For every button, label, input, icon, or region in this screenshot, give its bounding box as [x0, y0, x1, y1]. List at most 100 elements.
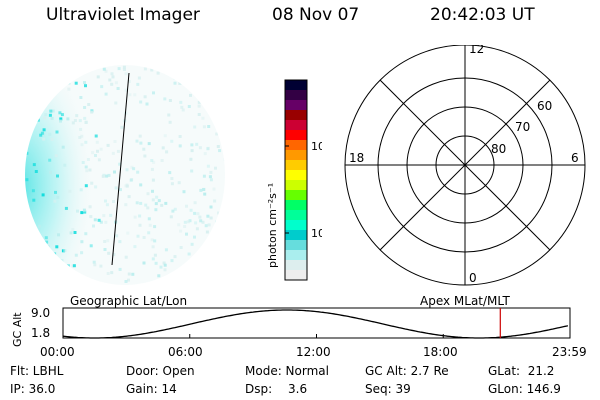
speckle: [154, 208, 158, 212]
speckle: [49, 84, 53, 88]
lat-label-70: 70: [515, 120, 530, 134]
speckle: [212, 187, 216, 191]
speckle: [179, 100, 183, 104]
colorbar-band: [285, 250, 307, 261]
speckle: [46, 99, 50, 103]
speckle: [221, 109, 225, 113]
speckle: [203, 152, 207, 156]
speckle: [29, 114, 33, 118]
speckle: [218, 260, 222, 263]
speckle: [80, 240, 84, 244]
speckle: [128, 93, 132, 97]
speckle: [27, 283, 31, 285]
speckle: [199, 219, 203, 223]
speckle: [99, 220, 103, 224]
speckle: [78, 136, 82, 139]
speckle: [96, 149, 99, 153]
speckle: [29, 263, 33, 266]
speckle: [207, 125, 211, 128]
speckle: [151, 257, 155, 261]
speckle: [132, 167, 136, 171]
speckle: [118, 240, 122, 244]
speckle: [63, 163, 67, 167]
speckle: [157, 199, 161, 203]
speckle: [124, 88, 128, 92]
orbit-plot: GC Alt 9.0 1.8: [11, 306, 571, 347]
speckle: [199, 275, 202, 279]
speckle: [36, 118, 40, 122]
speckle: [25, 139, 29, 143]
speckle: [177, 223, 181, 227]
speckle: [221, 138, 225, 142]
speckle: [92, 260, 96, 264]
speckle: [137, 76, 141, 80]
speckle: [122, 65, 126, 69]
speckle: [133, 215, 137, 219]
speckle: [206, 77, 210, 81]
speckle: [94, 134, 98, 138]
orbit-xtick-4: 23:59: [552, 345, 587, 359]
speckle: [204, 73, 208, 77]
speckle: [214, 100, 218, 103]
speckle: [150, 68, 154, 72]
speckle: [109, 213, 113, 217]
speckle: [204, 245, 208, 249]
speckle: [145, 102, 149, 106]
speckle: [216, 70, 220, 74]
speckle: [125, 168, 129, 172]
speckle: [35, 65, 39, 69]
speckle: [80, 143, 84, 147]
speckle: [67, 87, 71, 91]
speckle: [181, 108, 185, 112]
polar-grid: 12 18 6 0 60 70 80: [344, 45, 586, 286]
speckle: [112, 200, 115, 203]
speckle: [105, 203, 109, 207]
speckle: [188, 82, 192, 86]
speckle: [152, 160, 156, 164]
speckle: [110, 82, 114, 86]
speckle: [93, 218, 97, 222]
colorbar-band: [285, 180, 307, 191]
speckle: [87, 103, 91, 106]
speckle: [165, 150, 169, 154]
speckle: [49, 109, 53, 113]
speckle: [72, 264, 76, 268]
speckle: [113, 170, 116, 174]
speckle: [61, 269, 65, 273]
speckle: [127, 80, 131, 83]
speckle: [83, 210, 87, 214]
speckle: [139, 141, 143, 145]
speckle: [39, 133, 43, 137]
speckle: [53, 252, 57, 256]
speckle: [156, 71, 160, 75]
speckle: [64, 206, 68, 210]
speckle: [44, 236, 48, 240]
colorbar-band: [285, 110, 307, 121]
speckle: [173, 81, 177, 85]
speckle: [55, 130, 59, 134]
speckle: [90, 181, 94, 185]
speckle: [89, 215, 93, 219]
speckle: [183, 225, 187, 228]
speckle: [155, 279, 159, 283]
orbit-frame: [62, 307, 571, 339]
speckle: [40, 241, 44, 245]
speckle: [219, 281, 223, 285]
speckle: [161, 146, 165, 150]
speckle: [89, 244, 93, 248]
speckle: [31, 261, 35, 265]
speckle: [82, 208, 86, 212]
date-label: 08 Nov 07: [272, 5, 360, 25]
mlt-label-6: 6: [571, 151, 579, 165]
speckle: [173, 255, 177, 259]
speckle: [151, 198, 155, 202]
speckle: [94, 185, 98, 189]
speckle: [133, 245, 137, 249]
speckle: [222, 124, 225, 128]
colorbar-band: [285, 170, 307, 181]
speckle: [198, 215, 202, 219]
speckle: [193, 89, 197, 93]
speckle: [59, 119, 62, 123]
colorbar-band: [285, 230, 307, 241]
speckle: [186, 220, 190, 224]
